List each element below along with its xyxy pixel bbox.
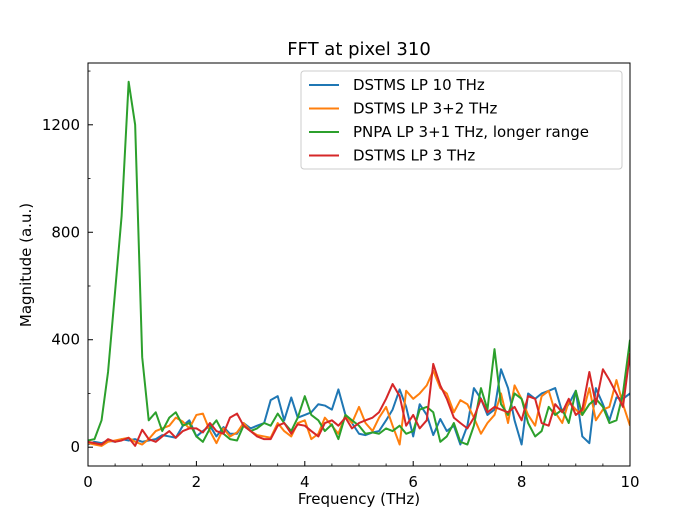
y-tick-label: 0 bbox=[70, 438, 80, 456]
y-axis-label: Magnitude (a.u.) bbox=[17, 203, 35, 327]
legend-box bbox=[300, 70, 623, 170]
legend-label-2: PNPA LP 3+1 THz, longer range bbox=[353, 123, 589, 141]
legend-label-0: DSTMS LP 10 THz bbox=[353, 76, 485, 94]
legend-label-3: DSTMS LP 3 THz bbox=[353, 147, 475, 165]
y-tick-label: 800 bbox=[51, 223, 80, 241]
y-tick-label: 1200 bbox=[42, 116, 80, 134]
x-axis-label: Frequency (THz) bbox=[298, 490, 420, 508]
legend: DSTMS LP 10 THz DSTMS LP 3+2 THz PNPA LP 3… bbox=[300, 70, 623, 170]
series-layer bbox=[88, 80, 630, 447]
legend-label-1: DSTMS LP 3+2 THz bbox=[353, 100, 498, 118]
y-axis: 0 400 800 1200 bbox=[42, 70, 93, 456]
y-tick-label: 400 bbox=[51, 331, 80, 349]
series-line-3 bbox=[88, 353, 630, 447]
x-tick-label: 6 bbox=[408, 473, 418, 491]
chart-title: FFT at pixel 310 bbox=[287, 39, 431, 60]
series-line-1 bbox=[88, 369, 630, 447]
x-tick-label: 0 bbox=[83, 473, 93, 491]
x-tick-label: 8 bbox=[517, 473, 527, 491]
series-line-2 bbox=[88, 80, 630, 446]
x-tick-label: 4 bbox=[300, 473, 310, 491]
x-tick-label: 10 bbox=[620, 473, 639, 491]
x-tick-label: 2 bbox=[192, 473, 202, 491]
series-line-0 bbox=[88, 368, 630, 446]
x-axis: 0 2 4 6 8 10 bbox=[83, 461, 640, 491]
